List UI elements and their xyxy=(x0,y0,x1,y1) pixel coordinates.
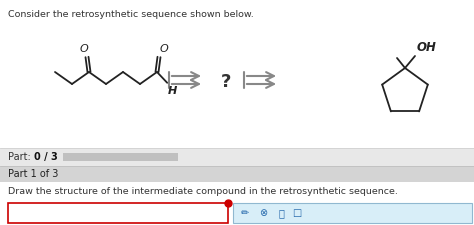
Text: □: □ xyxy=(292,208,301,218)
Bar xyxy=(0,148,474,166)
Text: OH: OH xyxy=(417,41,437,54)
Text: Draw the structure of the intermediate compound in the retrosynthetic sequence.: Draw the structure of the intermediate c… xyxy=(8,187,398,196)
Text: 0 / 3: 0 / 3 xyxy=(34,152,58,162)
Bar xyxy=(8,203,228,223)
Text: ?: ? xyxy=(221,73,231,91)
Bar xyxy=(233,203,472,223)
Bar xyxy=(63,153,178,161)
Text: O: O xyxy=(160,44,168,54)
Bar xyxy=(0,182,474,225)
Text: Part 1 of 3: Part 1 of 3 xyxy=(8,169,58,179)
Bar xyxy=(0,166,474,182)
Text: O: O xyxy=(80,44,88,54)
Text: Part:: Part: xyxy=(8,152,34,162)
Text: ⊗: ⊗ xyxy=(259,208,267,218)
Text: ✋: ✋ xyxy=(278,208,284,218)
Text: H: H xyxy=(168,86,177,96)
Text: Consider the retrosynthetic sequence shown below.: Consider the retrosynthetic sequence sho… xyxy=(8,10,254,19)
Text: ✏: ✏ xyxy=(241,208,249,218)
